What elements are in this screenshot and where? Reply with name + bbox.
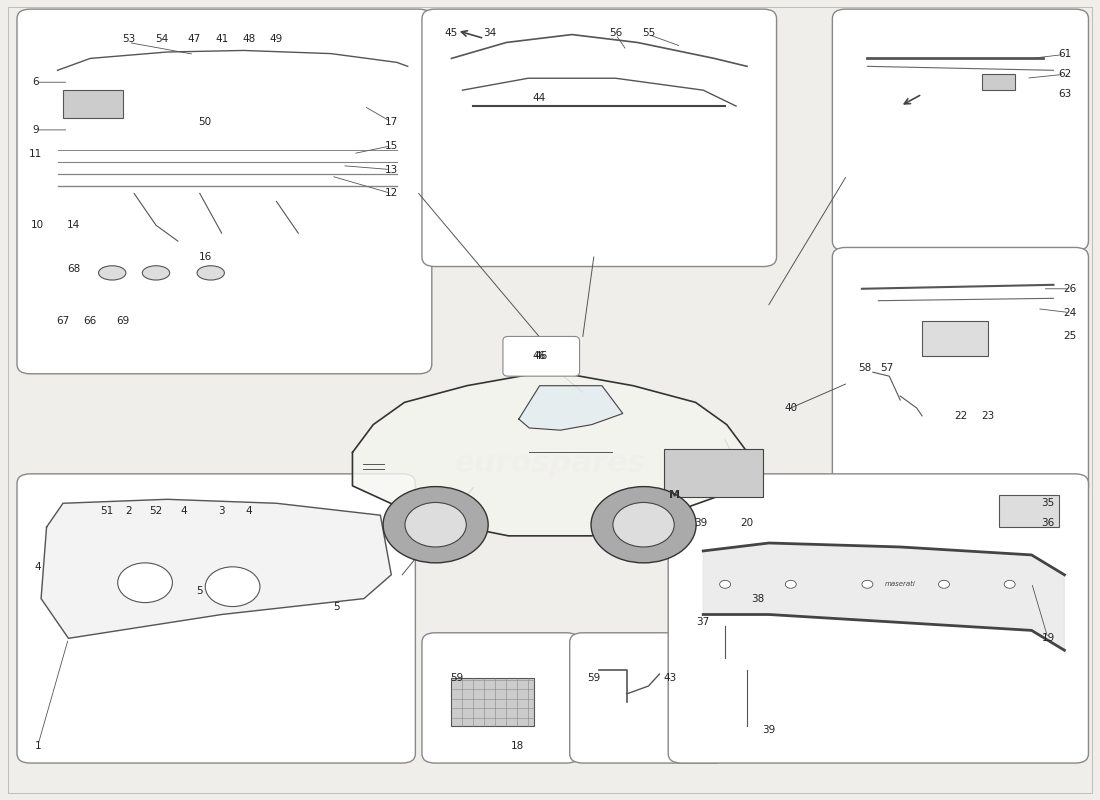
- Text: 51: 51: [100, 506, 113, 516]
- Text: 62: 62: [1058, 70, 1071, 79]
- Text: 67: 67: [56, 315, 69, 326]
- Text: 16: 16: [199, 252, 212, 262]
- Text: 61: 61: [1058, 50, 1071, 59]
- Circle shape: [383, 486, 488, 563]
- Text: 36: 36: [1042, 518, 1055, 528]
- Text: 12: 12: [385, 189, 398, 198]
- Text: 19: 19: [1042, 634, 1055, 643]
- Text: 59: 59: [450, 673, 463, 683]
- Circle shape: [862, 580, 873, 588]
- Circle shape: [1004, 580, 1015, 588]
- Circle shape: [613, 502, 674, 547]
- Polygon shape: [41, 499, 392, 638]
- Circle shape: [719, 580, 730, 588]
- Text: 57: 57: [880, 363, 893, 374]
- FancyBboxPatch shape: [422, 9, 777, 266]
- Text: 63: 63: [1058, 89, 1071, 99]
- Text: 15: 15: [385, 141, 398, 150]
- Text: 46: 46: [532, 351, 546, 362]
- Circle shape: [405, 502, 466, 547]
- Text: 11: 11: [29, 149, 42, 158]
- Text: 26: 26: [1064, 284, 1077, 294]
- Text: 14: 14: [67, 220, 80, 230]
- Text: 24: 24: [1064, 308, 1077, 318]
- Text: eurospares: eurospares: [453, 449, 647, 478]
- Bar: [922, 321, 988, 356]
- Text: 41: 41: [214, 34, 229, 43]
- Text: 23: 23: [981, 411, 994, 421]
- Circle shape: [118, 563, 173, 602]
- Text: 54: 54: [155, 34, 168, 43]
- Text: 50: 50: [199, 117, 212, 127]
- Bar: [999, 495, 1059, 527]
- Text: 10: 10: [31, 220, 44, 230]
- Bar: [451, 678, 534, 726]
- Circle shape: [206, 567, 260, 606]
- FancyBboxPatch shape: [16, 9, 432, 374]
- Text: 25: 25: [1064, 331, 1077, 342]
- Text: 18: 18: [510, 741, 524, 750]
- Text: 34: 34: [483, 28, 496, 38]
- Text: 5: 5: [333, 602, 340, 611]
- Text: maserati: maserati: [884, 582, 915, 587]
- Text: 43: 43: [663, 673, 676, 683]
- Text: 49: 49: [270, 34, 283, 43]
- Text: 39: 39: [694, 518, 707, 528]
- Text: 45: 45: [444, 28, 458, 38]
- Text: 35: 35: [1042, 498, 1055, 508]
- Text: 6: 6: [32, 78, 39, 87]
- Text: 4: 4: [34, 562, 41, 572]
- Text: 59: 59: [587, 673, 601, 683]
- Text: 46: 46: [535, 351, 548, 362]
- Text: 68: 68: [67, 264, 80, 274]
- Polygon shape: [519, 386, 623, 430]
- Polygon shape: [352, 374, 748, 536]
- Text: 40: 40: [784, 403, 798, 413]
- Text: 52: 52: [150, 506, 163, 516]
- FancyBboxPatch shape: [833, 9, 1089, 250]
- Ellipse shape: [142, 266, 169, 280]
- Text: 17: 17: [385, 117, 398, 127]
- Text: 38: 38: [751, 594, 764, 604]
- Text: 37: 37: [696, 618, 710, 627]
- FancyBboxPatch shape: [668, 474, 1089, 763]
- Ellipse shape: [682, 457, 730, 482]
- Circle shape: [591, 486, 696, 563]
- Text: 69: 69: [117, 315, 130, 326]
- FancyBboxPatch shape: [833, 247, 1089, 497]
- Text: 66: 66: [84, 315, 97, 326]
- Polygon shape: [703, 543, 1065, 650]
- Ellipse shape: [99, 266, 125, 280]
- Text: 22: 22: [954, 411, 967, 421]
- Text: 39: 39: [762, 725, 776, 734]
- FancyBboxPatch shape: [570, 633, 727, 763]
- Ellipse shape: [197, 266, 224, 280]
- Text: 13: 13: [385, 165, 398, 174]
- Bar: [664, 450, 763, 497]
- Text: 44: 44: [532, 93, 546, 103]
- Circle shape: [785, 580, 796, 588]
- Text: 4: 4: [245, 506, 252, 516]
- Text: 20: 20: [740, 518, 754, 528]
- Circle shape: [938, 580, 949, 588]
- Text: 56: 56: [609, 28, 623, 38]
- Text: 2: 2: [125, 506, 132, 516]
- Text: 9: 9: [32, 125, 39, 135]
- Bar: [63, 90, 123, 118]
- Text: 47: 47: [188, 34, 201, 43]
- Text: 58: 58: [859, 363, 872, 374]
- Text: 1: 1: [34, 741, 41, 750]
- Text: 55: 55: [642, 28, 656, 38]
- FancyBboxPatch shape: [503, 337, 580, 376]
- Text: 3: 3: [219, 506, 225, 516]
- Text: 4: 4: [180, 506, 187, 516]
- Text: 53: 53: [122, 34, 135, 43]
- Text: M: M: [669, 490, 680, 500]
- FancyBboxPatch shape: [16, 474, 416, 763]
- FancyBboxPatch shape: [422, 633, 580, 763]
- Text: 48: 48: [242, 34, 255, 43]
- Text: 5: 5: [197, 586, 204, 596]
- Bar: [982, 74, 1015, 90]
